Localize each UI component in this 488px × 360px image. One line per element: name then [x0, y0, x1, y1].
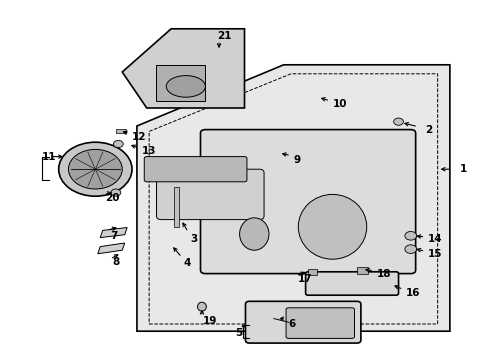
Text: 6: 6: [288, 319, 295, 329]
FancyBboxPatch shape: [305, 272, 398, 295]
Circle shape: [111, 189, 121, 196]
Circle shape: [393, 118, 403, 125]
Circle shape: [113, 140, 123, 148]
Text: 13: 13: [142, 146, 156, 156]
Text: 2: 2: [425, 125, 432, 135]
Text: 10: 10: [332, 99, 346, 109]
FancyBboxPatch shape: [285, 308, 354, 338]
Text: 21: 21: [217, 31, 232, 41]
Bar: [307, 269, 316, 275]
Bar: [173, 187, 179, 227]
Text: 7: 7: [110, 231, 117, 241]
Polygon shape: [100, 228, 127, 238]
Text: 4: 4: [183, 258, 190, 268]
Text: 1: 1: [459, 164, 466, 174]
Polygon shape: [137, 65, 449, 331]
Text: 5: 5: [234, 328, 242, 338]
Ellipse shape: [239, 218, 268, 250]
FancyBboxPatch shape: [144, 157, 246, 182]
Text: 18: 18: [376, 269, 390, 279]
Text: 14: 14: [427, 234, 442, 244]
Circle shape: [59, 142, 132, 196]
Circle shape: [404, 231, 416, 240]
Bar: [356, 267, 367, 274]
FancyBboxPatch shape: [200, 130, 415, 274]
Circle shape: [404, 245, 416, 253]
Text: 20: 20: [105, 193, 120, 203]
Text: 8: 8: [112, 257, 120, 267]
Ellipse shape: [298, 194, 366, 259]
Polygon shape: [156, 65, 205, 101]
Circle shape: [68, 149, 122, 189]
Polygon shape: [98, 243, 124, 254]
Text: 16: 16: [405, 288, 420, 298]
Text: 17: 17: [298, 274, 312, 284]
Polygon shape: [122, 29, 244, 108]
FancyBboxPatch shape: [156, 169, 264, 220]
Ellipse shape: [197, 302, 206, 311]
Text: 3: 3: [190, 234, 198, 244]
Bar: [116, 129, 126, 133]
Ellipse shape: [166, 76, 205, 97]
Text: 11: 11: [41, 152, 56, 162]
Text: 15: 15: [427, 249, 442, 259]
Text: 12: 12: [132, 132, 146, 142]
Text: 9: 9: [293, 155, 300, 165]
Text: 19: 19: [203, 316, 217, 326]
FancyBboxPatch shape: [245, 301, 360, 343]
